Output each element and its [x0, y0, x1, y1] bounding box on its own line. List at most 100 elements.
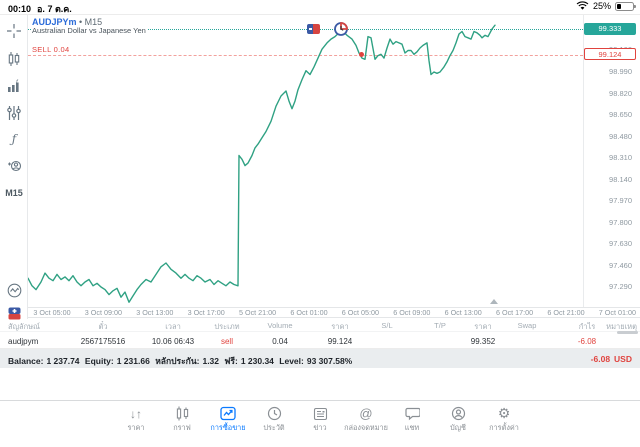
- battery-fill: [617, 3, 621, 9]
- tab-history[interactable]: ประวัติ: [251, 405, 297, 434]
- symbol-description: Australian Dollar vs Japanese Yen: [32, 26, 148, 35]
- y-tick: 97.460: [609, 260, 632, 270]
- account-person-icon: [451, 405, 466, 422]
- y-tick: 98.140: [609, 174, 632, 184]
- status-date: อ. 7 ต.ค.: [37, 4, 72, 14]
- mailbox-at-icon: @: [359, 406, 373, 421]
- price-chart[interactable]: [0, 15, 640, 319]
- equity-label: Equity:: [84, 356, 114, 366]
- tab-settings[interactable]: ⚙ การตั้งค่า: [489, 405, 519, 432]
- tab-mailbox[interactable]: @ กล่องจดหมาย: [344, 406, 388, 432]
- tab-chat[interactable]: แชท: [389, 405, 435, 434]
- x-tick: 6 Oct 21:00: [547, 308, 585, 317]
- function-icon[interactable]: ƒ: [11, 132, 17, 146]
- sell-entry-marker: [358, 51, 364, 57]
- free-value: 1 230.34: [240, 356, 274, 366]
- cell-symbol: audjpym: [8, 337, 39, 346]
- tab-quotes[interactable]: ↓↑ ราคา: [127, 406, 145, 433]
- col-tp: T/P: [434, 321, 446, 330]
- position-price-badge: 99.124: [584, 48, 636, 60]
- x-tick: 6 Oct 17:00: [496, 308, 534, 317]
- y-tick: 97.290: [609, 282, 632, 292]
- col-comment: หมายเหตุ: [606, 322, 637, 331]
- y-tick: 98.310: [609, 153, 632, 163]
- bid-price-badge: 99.333: [584, 22, 636, 35]
- history-clock-icon: [267, 405, 282, 422]
- cell-price-current: 99.352: [470, 337, 496, 346]
- col-time: เวลา: [165, 322, 181, 331]
- position-row[interactable]: audjpym 2567175516 10.06 06:43 sell 0.04…: [0, 332, 640, 349]
- account-summary-text: Balance: 1 237.74 Equity: 1 231.66 หลักประ…: [8, 354, 355, 368]
- chart-candles-icon: [175, 405, 190, 422]
- price-line: [27, 24, 496, 303]
- x-tick: 3 Oct 05:00: [33, 308, 71, 317]
- battery-percent: 25%: [592, 1, 611, 11]
- margin-label: หลักประกัน:: [155, 356, 200, 366]
- news-icon: [313, 405, 328, 422]
- equity-value: 1 231.66: [116, 356, 150, 366]
- tab-trade[interactable]: การซื้อขาย: [205, 405, 251, 434]
- status-clock: 00:10: [8, 4, 32, 14]
- y-tick: 97.800: [609, 217, 632, 227]
- bottom-tab-bar: ↓↑ ราคา กราฟ การซื้อขาย ประวัติ: [0, 400, 640, 447]
- tab-charts[interactable]: กราฟ: [159, 405, 205, 434]
- margin-value: 1.32: [202, 356, 220, 366]
- cell-time: 10.06 06:43: [151, 337, 195, 346]
- chat-bubble-icon: [404, 405, 420, 422]
- x-tick: 6 Oct 05:00: [341, 308, 379, 317]
- news-clock-icon[interactable]: [334, 22, 348, 36]
- tab-list: ↓↑ ราคา กราฟ การซื้อขาย ประวัติ: [0, 405, 640, 434]
- trade-icon: [220, 405, 236, 422]
- x-axis: 3 Oct 05:00 3 Oct 09:00 3 Oct 13:00 3 Oct 1…: [0, 308, 640, 319]
- col-ticket: ตั๋ว: [98, 322, 108, 331]
- table-scrollbar[interactable]: [617, 331, 638, 334]
- crosshair-icon[interactable]: [0, 23, 28, 39]
- price-axis-divider: [583, 15, 584, 307]
- table-header-row: สัญลักษณ์ ตั๋ว เวลา ประเภท Volume ราคา S…: [0, 318, 640, 332]
- y-tick: 98.480: [609, 131, 632, 141]
- x-tick: 5 Oct 21:00: [239, 308, 277, 317]
- tab-news[interactable]: ข่าว: [297, 405, 343, 434]
- sell-position-label: SELL 0.04: [32, 45, 70, 54]
- chart-section[interactable]: AUDJPYm • M15 Australian Dollar vs Japan…: [0, 14, 640, 319]
- quotes-arrows-icon: ↓↑: [130, 406, 142, 421]
- x-tick: 6 Oct 09:00: [393, 308, 431, 317]
- objects-icon[interactable]: [0, 158, 28, 174]
- level-label: Level:: [279, 356, 304, 366]
- col-sl: S/L: [381, 321, 393, 330]
- candlestick-icon[interactable]: [0, 51, 28, 67]
- chart-header[interactable]: AUDJPYm • M15: [32, 17, 102, 27]
- x-tick: 6 Oct 13:00: [444, 308, 482, 317]
- indicators-icon[interactable]: f: [0, 78, 28, 94]
- cell-type: sell: [220, 337, 233, 346]
- pulse-icon[interactable]: [0, 282, 28, 298]
- market-flag-icon[interactable]: [0, 305, 28, 321]
- timeframe-label[interactable]: M15: [5, 188, 23, 198]
- time-axis-divider: [28, 307, 640, 308]
- news-flag-icon[interactable]: [307, 24, 320, 34]
- sell-position-line: [28, 55, 583, 56]
- x-tick: 3 Oct 17:00: [187, 308, 225, 317]
- tab-accounts[interactable]: บัญชี: [435, 405, 481, 434]
- balance-value: 1 237.74: [46, 356, 80, 366]
- symbol-timeframe: • M15: [79, 17, 103, 27]
- sliders-icon[interactable]: [0, 105, 28, 121]
- symbol-name: AUDJPYm: [32, 17, 77, 27]
- x-tick: 6 Oct 01:00: [290, 308, 328, 317]
- col-type: ประเภท: [214, 322, 240, 331]
- x-tick: 3 Oct 13:00: [136, 308, 174, 317]
- y-tick: 98.650: [609, 110, 632, 119]
- current-bar-marker: [490, 299, 498, 304]
- x-tick: 7 Oct 01:00: [598, 308, 636, 317]
- account-summary-bar: Balance: 1 237.74 Equity: 1 231.66 หลักประ…: [0, 349, 640, 368]
- cell-volume: 0.04: [272, 337, 288, 346]
- total-profit: -6.08 USD: [591, 354, 632, 364]
- chart-toolbar: f ƒ M15: [0, 15, 28, 319]
- cell-profit: -6.08: [577, 337, 597, 346]
- wifi-icon: [576, 1, 589, 10]
- y-tick: 98.990: [609, 67, 632, 76]
- col-price-current: ราคา: [474, 322, 492, 331]
- positions-table: สัญลักษณ์ ตั๋ว เวลา ประเภท Volume ราคา S…: [0, 318, 640, 349]
- settings-gear-icon: ⚙: [497, 405, 511, 421]
